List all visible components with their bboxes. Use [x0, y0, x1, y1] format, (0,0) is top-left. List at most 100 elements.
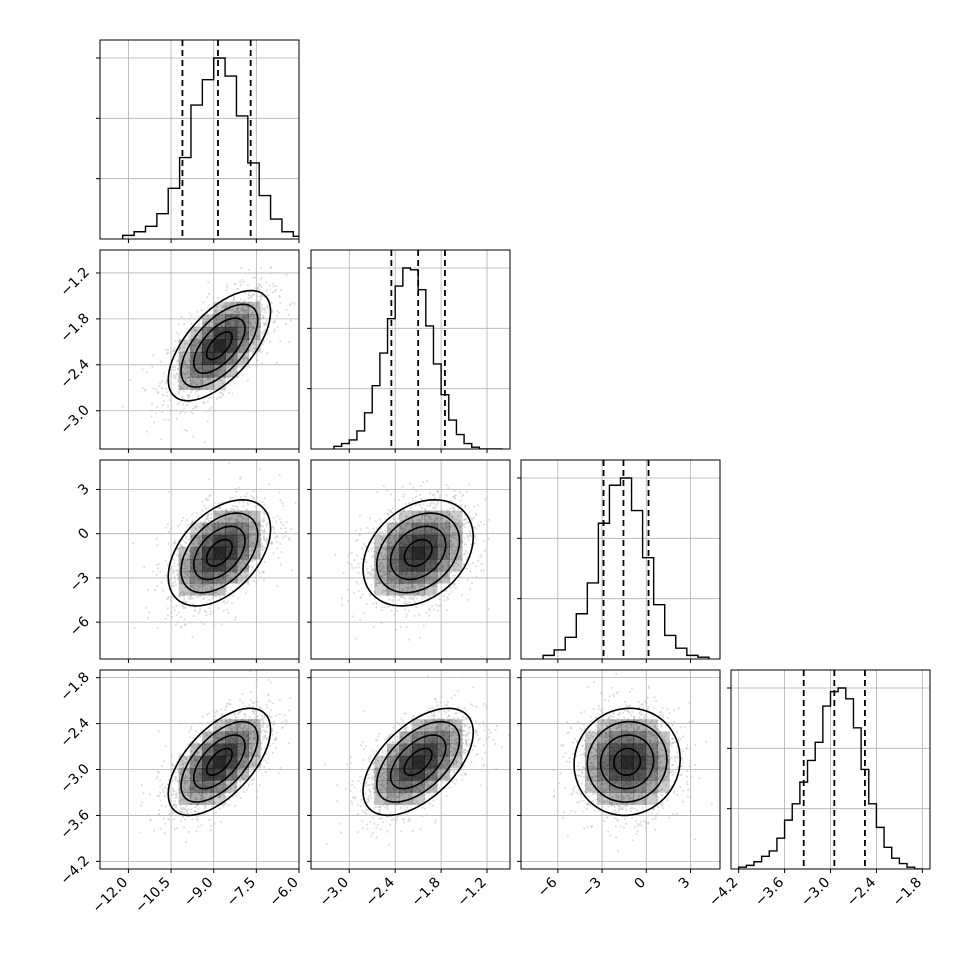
scatter-point	[368, 572, 371, 575]
scatter-point	[389, 511, 392, 513]
scatter-point	[164, 617, 167, 620]
scatter-point	[185, 366, 188, 368]
scatter-point	[386, 591, 389, 594]
scatter-point	[239, 284, 242, 286]
scatter-point	[173, 541, 175, 544]
scatter-point	[242, 347, 244, 350]
scatter-point	[402, 530, 405, 533]
scatter-point	[227, 376, 230, 378]
scatter-point	[234, 283, 237, 286]
scatter-point	[245, 524, 248, 527]
scatter-point	[393, 517, 396, 520]
scatter-point	[387, 585, 389, 587]
density-cell	[190, 326, 203, 340]
scatter-point	[450, 548, 453, 551]
scatter-point	[272, 320, 275, 323]
scatter-point	[193, 609, 196, 612]
scatter-point	[238, 514, 241, 517]
scatter-point	[409, 507, 412, 510]
scatter-point	[194, 344, 197, 347]
scatter-point	[423, 596, 426, 599]
scatter-point	[375, 528, 378, 530]
scatter-point	[393, 536, 396, 539]
scatter-point	[261, 362, 263, 365]
scatter-point	[389, 522, 392, 525]
scatter-point	[409, 522, 412, 525]
scatter-point	[369, 574, 371, 577]
scatter-point	[353, 559, 356, 562]
scatter-point	[148, 611, 151, 614]
scatter-point	[198, 585, 201, 587]
scatter-point	[396, 517, 399, 520]
scatter-point	[179, 594, 182, 597]
scatter-point	[172, 383, 175, 386]
scatter-point	[419, 585, 422, 588]
scatter-point	[209, 326, 211, 329]
scatter-point	[244, 562, 247, 565]
scatter-point	[187, 558, 189, 560]
scatter-point	[225, 352, 228, 355]
scatter-point	[197, 320, 200, 323]
scatter-point	[191, 384, 194, 387]
scatter-point	[241, 576, 244, 579]
scatter-point	[202, 332, 204, 335]
scatter-point	[253, 328, 256, 331]
scatter-point	[190, 345, 193, 347]
scatter-point	[248, 297, 251, 299]
scatter-point	[359, 596, 362, 599]
scatter-point	[235, 490, 238, 493]
scatter-point	[221, 510, 224, 512]
scatter-point	[183, 618, 186, 621]
scatter-point	[379, 571, 382, 574]
scatter-point	[474, 542, 476, 544]
scatter-point	[392, 521, 395, 524]
scatter-point	[269, 340, 272, 343]
scatter-point	[410, 517, 413, 520]
contour-line	[167, 289, 272, 402]
scatter-point	[288, 537, 290, 540]
scatter-point	[179, 523, 182, 526]
scatter-point	[206, 329, 209, 331]
scatter-point	[174, 377, 177, 380]
scatter-point	[234, 570, 237, 573]
scatter-point	[256, 352, 259, 355]
scatter-point	[420, 498, 422, 501]
scatter-point	[384, 529, 387, 532]
scatter-point	[424, 588, 427, 591]
scatter-point	[386, 587, 388, 590]
scatter-point	[451, 549, 454, 552]
scatter-point	[449, 507, 452, 510]
scatter-point	[415, 606, 417, 608]
scatter-point	[470, 543, 473, 546]
scatter-point	[382, 485, 385, 487]
scatter-point	[180, 577, 183, 580]
scatter-point	[437, 491, 440, 494]
density-cell	[248, 510, 261, 524]
scatter-point	[357, 572, 360, 574]
scatter-point	[249, 323, 252, 325]
scatter-point	[194, 527, 197, 530]
scatter-point	[192, 412, 194, 415]
scatter-point	[208, 527, 211, 530]
scatter-point	[487, 537, 490, 540]
scatter-point	[263, 538, 266, 540]
scatter-point	[167, 563, 169, 566]
scatter-point	[174, 539, 177, 542]
scatter-point	[185, 537, 188, 540]
scatter-point	[360, 557, 363, 560]
scatter-point	[464, 566, 467, 569]
scatter-point	[443, 595, 445, 598]
scatter-point	[250, 528, 253, 531]
scatter-point	[475, 538, 478, 541]
scatter-point	[434, 603, 437, 606]
scatter-point	[461, 540, 464, 543]
scatter-point	[376, 491, 379, 494]
scatter-point	[260, 524, 263, 527]
scatter-point	[250, 521, 253, 524]
scatter-point	[187, 523, 190, 526]
scatter-point	[202, 598, 205, 601]
scatter-point	[251, 543, 254, 545]
scatter-point	[174, 394, 177, 397]
scatter-point	[401, 588, 404, 591]
scatter-point	[198, 337, 201, 340]
